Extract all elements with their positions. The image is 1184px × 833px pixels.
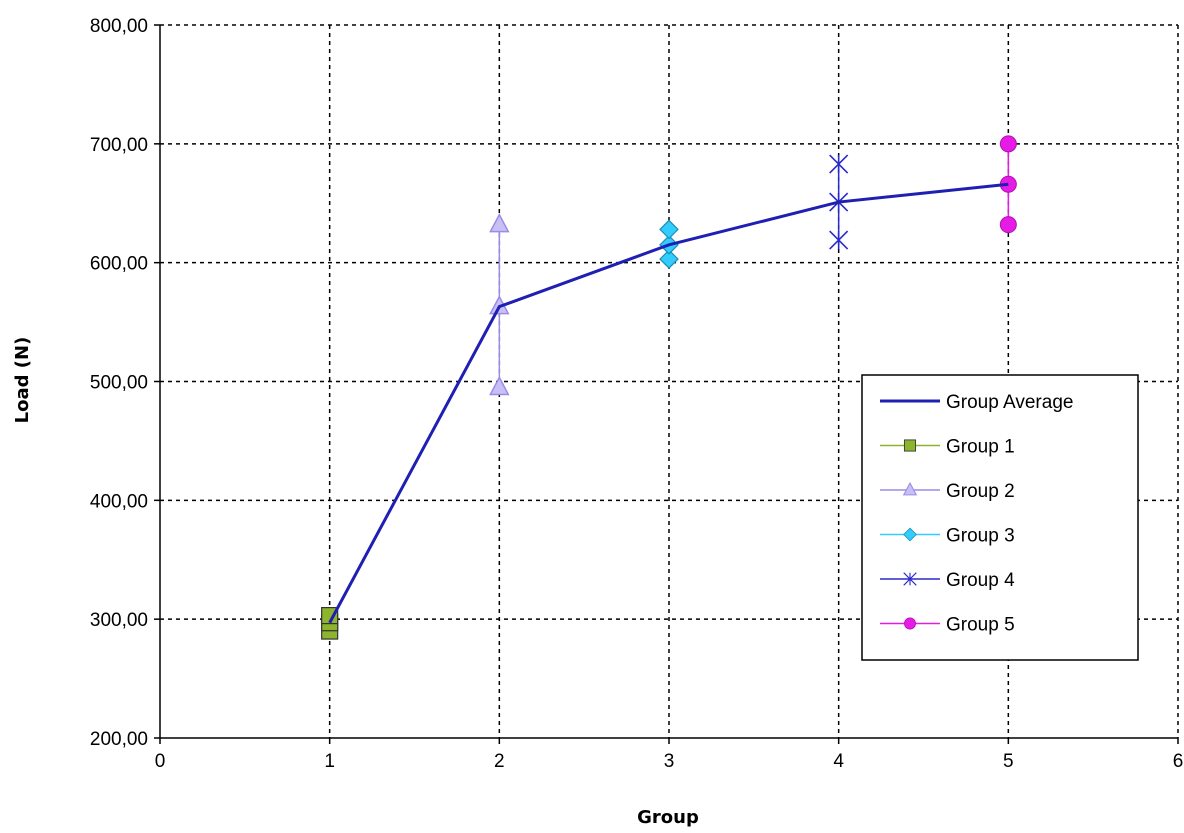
y-tick-label: 300,00 xyxy=(90,610,148,631)
legend-marker xyxy=(903,572,917,586)
legend-entry-label: Group 3 xyxy=(946,526,1015,547)
y-tick-label: 800,00 xyxy=(90,16,148,37)
data-point-group-4 xyxy=(829,154,849,174)
legend-entry-label: Group 4 xyxy=(946,570,1015,591)
legend-marker xyxy=(903,439,917,452)
x-tick-label: 3 xyxy=(664,751,675,772)
axes xyxy=(154,24,1179,744)
data-point-group-3 xyxy=(659,249,679,269)
legend-box xyxy=(861,374,1139,661)
y-tick-label: 400,00 xyxy=(90,491,148,512)
legend-entry-label: Group 2 xyxy=(946,481,1015,502)
data-point-group-2 xyxy=(489,213,510,233)
y-tick-label: 500,00 xyxy=(90,373,148,394)
data-point-group-5 xyxy=(999,216,1017,234)
legend-marker xyxy=(902,481,918,496)
x-tick-label: 6 xyxy=(1173,751,1184,772)
legend-marker xyxy=(904,617,916,630)
legend-entry-label: Group Average xyxy=(946,392,1073,413)
data-point-group-3 xyxy=(659,219,679,240)
legend: Group Average Group 1 Group 2 Group 3 Group … xyxy=(861,374,1139,661)
x-tick-label: 4 xyxy=(833,751,844,772)
x-tick-label: 5 xyxy=(1003,751,1014,772)
legend-entry-label: Group 1 xyxy=(946,437,1015,458)
y-tick-label: 200,00 xyxy=(90,729,148,750)
data-point-group-5 xyxy=(999,135,1017,153)
legend-entry-label: Group 5 xyxy=(946,615,1015,636)
tick-labels: 200,00 300,00 400,00 500,00 600,00 700,00 800,… xyxy=(90,16,1183,772)
data-point-group-2 xyxy=(489,375,510,396)
y-axis-label: Load (N) xyxy=(12,337,33,424)
legend-marker xyxy=(903,527,917,542)
data-point-group-4 xyxy=(829,230,849,250)
y-tick-label: 700,00 xyxy=(90,135,148,156)
x-tick-label: 2 xyxy=(494,751,505,772)
plot-area xyxy=(321,135,1017,640)
x-axis-label: Group xyxy=(637,807,699,828)
x-tick-label: 0 xyxy=(155,751,166,772)
data-point-group-1 xyxy=(321,607,339,625)
series-line-group-average xyxy=(328,182,1009,624)
y-tick-label: 600,00 xyxy=(90,254,148,275)
x-tick-label: 1 xyxy=(324,751,335,772)
